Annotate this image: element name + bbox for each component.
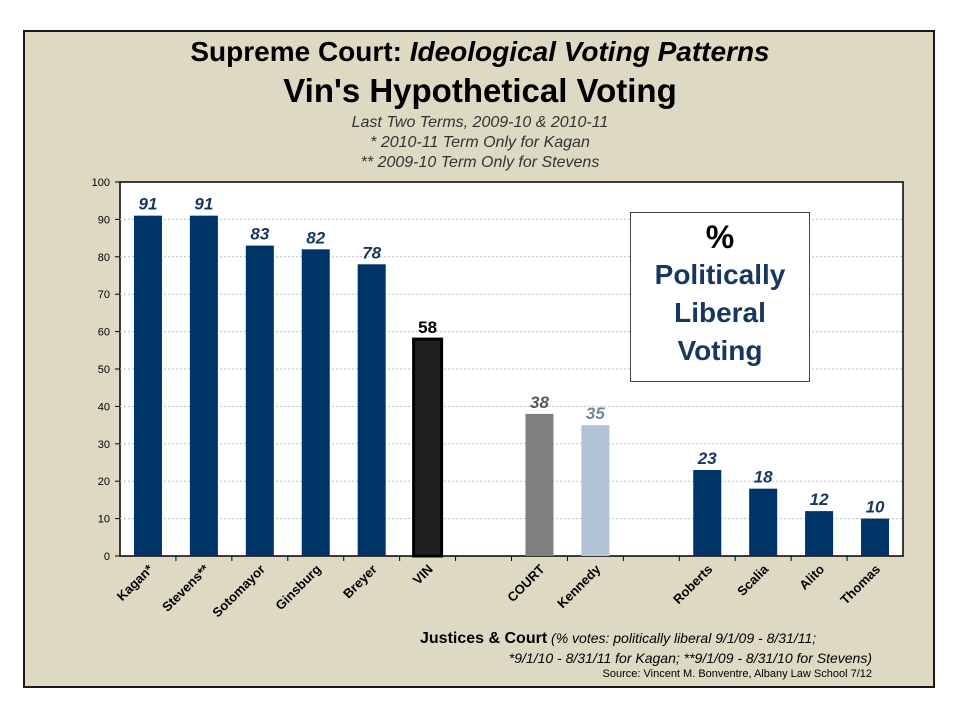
- subtitle-line-3: ** 2009-10 Term Only for Stevens: [360, 154, 600, 171]
- data-label: 10: [866, 498, 885, 517]
- chart-subtitle-main: Vin's Hypothetical Voting: [283, 72, 677, 109]
- x-axis-title: Justices & Court (% votes: politically l…: [420, 630, 816, 648]
- category-label: Ginsburg: [272, 561, 324, 613]
- bar-roberts: [693, 469, 722, 556]
- callout-percent: %: [705, 219, 735, 255]
- bar-scalia: [749, 488, 778, 556]
- bar-vin: [412, 337, 444, 558]
- callout-line-liberal: Liberal: [674, 297, 766, 328]
- y-tick-label: 10: [98, 514, 110, 526]
- y-tick-label: 100: [92, 177, 110, 189]
- y-tick-label: 60: [98, 327, 110, 339]
- data-label: 12: [810, 490, 829, 509]
- data-label: 58: [418, 318, 437, 337]
- category-label: Alito: [796, 561, 827, 592]
- category-label: Kagan*: [114, 561, 157, 604]
- y-tick-label: 80: [98, 252, 110, 264]
- category-label: Kennedy: [554, 561, 604, 611]
- y-tick-label: 90: [98, 214, 110, 226]
- callout-line-voting: Voting: [677, 335, 763, 366]
- bar-kennedy: [581, 425, 610, 556]
- data-label: 91: [139, 195, 158, 214]
- category-label: VIN: [410, 562, 436, 588]
- category-label: Scalia: [734, 561, 772, 599]
- data-label: 23: [697, 449, 717, 468]
- data-label: 82: [306, 228, 325, 247]
- y-tick-label: 40: [98, 401, 110, 413]
- y-tick-label: 0: [104, 551, 110, 563]
- callout-box: % Politically Liberal Voting: [630, 212, 810, 382]
- x-axis-note-2: *9/1/10 - 8/31/11 for Kagan; **9/1/09 - …: [508, 650, 872, 666]
- category-label: Thomas: [837, 562, 883, 608]
- bar-ginsburg: [301, 249, 330, 556]
- data-label: 38: [530, 393, 549, 412]
- category-label: Roberts: [670, 562, 715, 607]
- data-label: 83: [250, 225, 269, 244]
- x-axis-note-1: (% votes: politically liberal 9/1/09 - 8…: [547, 630, 817, 646]
- callout-line-politically: Politically: [654, 259, 786, 290]
- chart-title: Supreme Court: Ideological Voting Patter…: [0, 36, 960, 68]
- data-label: 35: [586, 404, 605, 423]
- y-tick-label: 20: [98, 476, 110, 488]
- bar-kagan: [133, 215, 162, 556]
- x-axis-title-bold: Justices & Court: [420, 630, 548, 647]
- subtitle-line-1: Last Two Terms, 2009-10 & 2010-11: [351, 114, 609, 131]
- data-label: 18: [754, 468, 773, 487]
- title-part1: Supreme Court:: [190, 36, 410, 67]
- y-tick-label: 70: [98, 289, 110, 301]
- title-part2: Ideological Voting Patterns: [409, 36, 770, 67]
- data-label: 91: [194, 195, 213, 214]
- subtitle-line-2: * 2010-11 Term Only for Kagan: [370, 134, 590, 151]
- bar-stevens: [189, 215, 218, 556]
- category-label: Stevens**: [159, 561, 213, 615]
- y-tick-label: 50: [98, 364, 110, 376]
- category-label: COURT: [504, 561, 547, 604]
- category-label: Sotomayor: [209, 562, 268, 621]
- bar-breyer: [357, 264, 386, 556]
- bar-thomas: [861, 518, 890, 556]
- source-note: Source: Vincent M. Bonventre, Albany Law…: [602, 668, 872, 680]
- data-label: 78: [362, 243, 381, 262]
- category-label: Breyer: [340, 562, 380, 602]
- bar-alito: [805, 511, 834, 556]
- bar-court: [525, 413, 554, 556]
- y-tick-label: 30: [98, 439, 110, 451]
- bar-sotomayor: [245, 245, 274, 556]
